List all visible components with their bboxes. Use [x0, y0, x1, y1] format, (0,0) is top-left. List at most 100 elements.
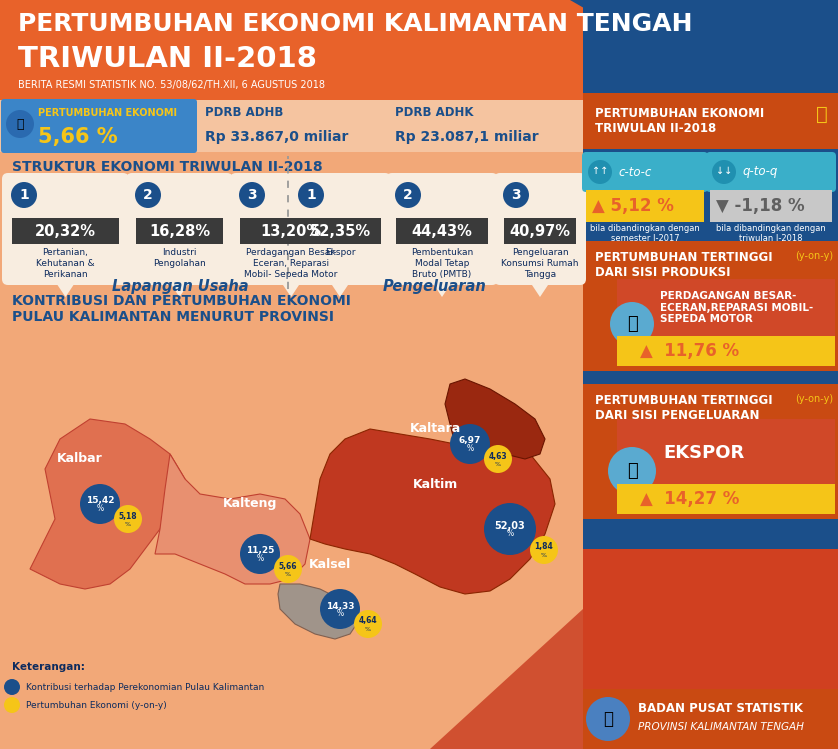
Polygon shape: [54, 279, 77, 297]
Text: BERITA RESMI STATISTIK NO. 53/08/62/TH.XII, 6 AGUSTUS 2018: BERITA RESMI STATISTIK NO. 53/08/62/TH.X…: [18, 80, 325, 90]
Circle shape: [4, 697, 20, 713]
Text: STRUKTUR EKONOMI TRIWULAN II-2018: STRUKTUR EKONOMI TRIWULAN II-2018: [12, 160, 323, 174]
Circle shape: [503, 182, 529, 208]
Circle shape: [712, 160, 736, 184]
Text: ▲  14,27 %: ▲ 14,27 %: [640, 490, 739, 508]
Text: PERTUMBUHAN TERTINGGI
DARI SISI PRODUKSI: PERTUMBUHAN TERTINGGI DARI SISI PRODUKSI: [595, 251, 773, 279]
Text: Kalbar: Kalbar: [57, 452, 103, 465]
Bar: [0, 152, 583, 749]
FancyBboxPatch shape: [1, 99, 197, 153]
Text: 3: 3: [511, 188, 520, 202]
Text: (y-on-y): (y-on-y): [795, 394, 833, 404]
Text: 📈: 📈: [816, 105, 828, 124]
FancyBboxPatch shape: [494, 173, 586, 285]
Text: %: %: [125, 522, 131, 527]
Text: Kalsel: Kalsel: [309, 557, 351, 571]
Circle shape: [135, 182, 161, 208]
Text: bila dibandingkan dengan
semester I-2017: bila dibandingkan dengan semester I-2017: [590, 224, 700, 243]
Bar: [586, 190, 704, 222]
Bar: [617, 279, 835, 366]
Text: 13,20%: 13,20%: [261, 223, 322, 238]
Text: ↓↓: ↓↓: [716, 166, 732, 176]
Text: %: %: [467, 444, 473, 453]
Text: 2: 2: [403, 188, 413, 202]
Text: Perdagangan Besar-
Eceran, Reparasi
Mobil- Sepeda Motor: Perdagangan Besar- Eceran, Reparasi Mobi…: [245, 248, 338, 279]
Text: PROVINSI KALIMANTAN TENGAH: PROVINSI KALIMANTAN TENGAH: [638, 722, 804, 732]
Text: PDRB ADHB: PDRB ADHB: [205, 106, 283, 120]
Text: 6,97: 6,97: [459, 437, 481, 446]
Text: 15,42: 15,42: [85, 497, 114, 506]
Text: 1: 1: [19, 188, 28, 202]
Text: %: %: [336, 609, 344, 618]
Text: EKSPOR: EKSPOR: [663, 444, 744, 462]
Text: PERTUMBUHAN TERTINGGI
DARI SISI PENGELUARAN: PERTUMBUHAN TERTINGGI DARI SISI PENGELUA…: [595, 394, 773, 422]
Polygon shape: [279, 279, 303, 297]
Circle shape: [484, 503, 536, 555]
Circle shape: [114, 505, 142, 533]
Circle shape: [588, 160, 612, 184]
Text: Kaltara: Kaltara: [410, 422, 461, 435]
FancyBboxPatch shape: [230, 173, 352, 285]
Text: 1,84: 1,84: [535, 542, 553, 551]
Bar: [617, 484, 835, 514]
Bar: [396, 218, 488, 244]
Bar: [583, 689, 838, 749]
FancyBboxPatch shape: [126, 173, 233, 285]
Text: 5,18: 5,18: [119, 512, 137, 521]
Text: 16,28%: 16,28%: [149, 223, 210, 238]
Text: 🏢: 🏢: [603, 710, 613, 728]
Polygon shape: [310, 429, 555, 594]
Text: 14,33: 14,33: [326, 601, 354, 610]
Text: %: %: [96, 504, 104, 513]
Circle shape: [11, 182, 37, 208]
Text: Pembentukan
Modal Tetap
Bruto (PMTB): Pembentukan Modal Tetap Bruto (PMTB): [411, 248, 473, 279]
Text: q-to-q: q-to-q: [742, 166, 778, 178]
Polygon shape: [168, 279, 192, 297]
Text: 🛒: 🛒: [627, 315, 638, 333]
Text: c-to-c: c-to-c: [618, 166, 651, 178]
Text: 44,43%: 44,43%: [411, 223, 473, 238]
Text: PERTUMBUHAN EKONOMI
TRIWULAN II-2018: PERTUMBUHAN EKONOMI TRIWULAN II-2018: [595, 107, 764, 135]
Circle shape: [586, 697, 630, 741]
Text: Rp 33.867,0 miliar: Rp 33.867,0 miliar: [205, 130, 349, 144]
Polygon shape: [445, 379, 545, 459]
Circle shape: [530, 536, 558, 564]
Bar: [136, 218, 223, 244]
Text: Pengeluaran: Pengeluaran: [383, 279, 487, 294]
Text: KONTRIBUSI DAN PERTUMBUHAN EKONOMI: KONTRIBUSI DAN PERTUMBUHAN EKONOMI: [12, 294, 351, 308]
Circle shape: [80, 484, 120, 524]
Text: 5,66: 5,66: [279, 562, 297, 571]
Text: ↑↑: ↑↑: [592, 166, 608, 176]
Bar: [710, 190, 832, 222]
Text: Rp 23.087,1 miliar: Rp 23.087,1 miliar: [395, 130, 539, 144]
Circle shape: [6, 110, 34, 138]
Polygon shape: [528, 279, 552, 297]
Text: 20,32%: 20,32%: [35, 223, 96, 238]
Text: BADAN PUSAT STATISTIK: BADAN PUSAT STATISTIK: [638, 703, 803, 715]
Text: 5,66 %: 5,66 %: [38, 127, 117, 147]
Bar: [299, 218, 381, 244]
Text: 1: 1: [306, 188, 316, 202]
Text: Pertumbuhan Ekonomi (y-on-y): Pertumbuhan Ekonomi (y-on-y): [26, 700, 167, 709]
Circle shape: [610, 302, 654, 346]
Text: Industri
Pengolahan: Industri Pengolahan: [153, 248, 206, 268]
FancyBboxPatch shape: [289, 173, 391, 285]
Text: %: %: [285, 572, 291, 577]
Text: Lapangan Usaha: Lapangan Usaha: [111, 279, 248, 294]
Text: Pertanian,
Kehutanan &
Perikanan: Pertanian, Kehutanan & Perikanan: [36, 248, 95, 279]
Text: 2: 2: [143, 188, 153, 202]
Bar: [583, 384, 838, 519]
FancyBboxPatch shape: [582, 152, 708, 192]
Bar: [583, 371, 838, 379]
Text: bila dibandingkan dengan
triwulan I-2018: bila dibandingkan dengan triwulan I-2018: [716, 224, 826, 243]
Bar: [583, 241, 838, 371]
Circle shape: [484, 445, 512, 473]
Polygon shape: [430, 609, 583, 749]
FancyBboxPatch shape: [386, 173, 498, 285]
Circle shape: [608, 447, 656, 495]
Text: PERTUMBUHAN EKONOMI: PERTUMBUHAN EKONOMI: [38, 108, 177, 118]
Text: 📦: 📦: [627, 462, 638, 480]
Text: 52,03: 52,03: [494, 521, 525, 531]
Circle shape: [240, 534, 280, 574]
Text: 3: 3: [247, 188, 256, 202]
